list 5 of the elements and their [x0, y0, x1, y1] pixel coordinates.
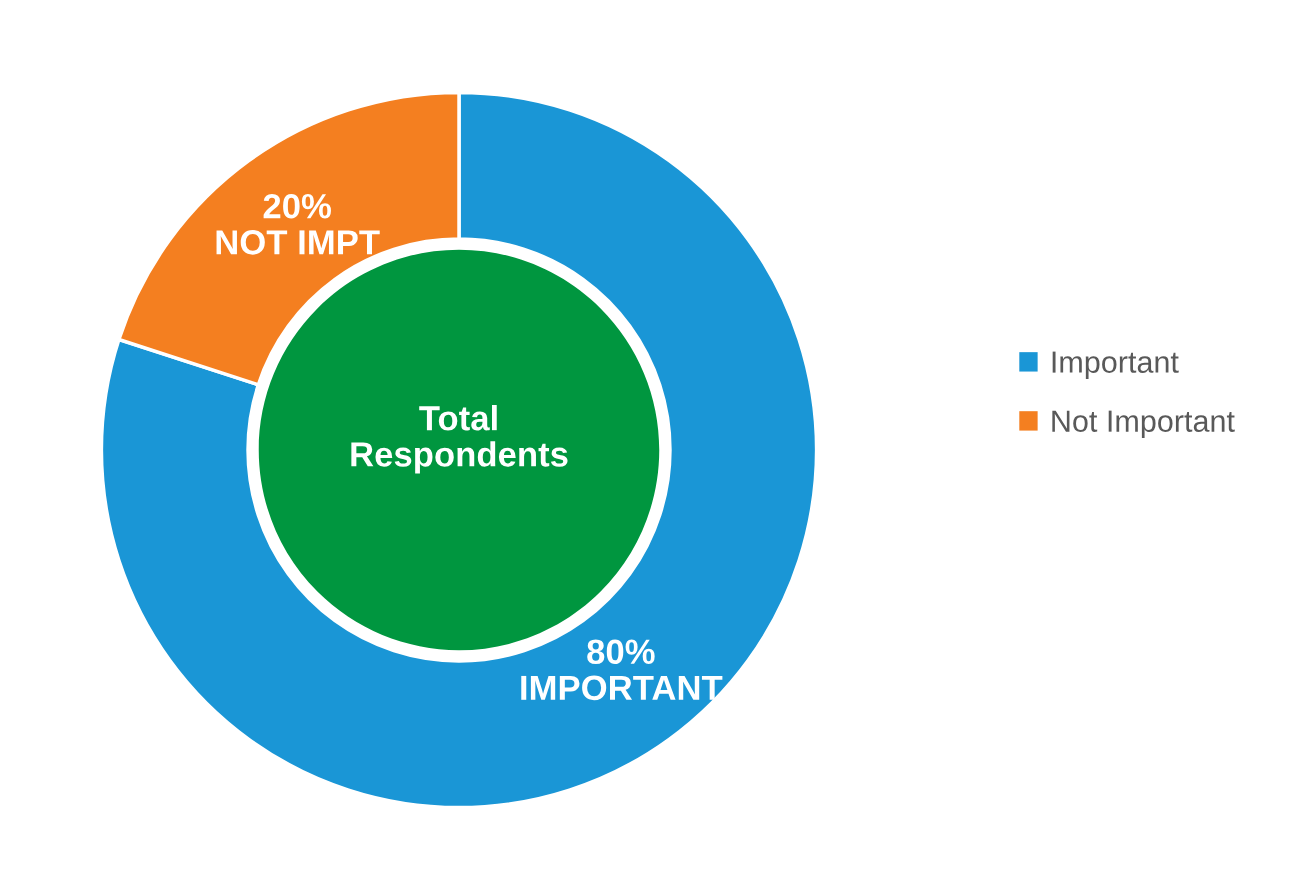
legend-label: Not Important [1052, 410, 1235, 438]
text: Total Respondents [351, 405, 568, 474]
data-label: 80% IMPORTANT [521, 639, 723, 701]
data-label: 20% NOT IMPT [216, 193, 380, 255]
legend-label: Important [1052, 351, 1179, 379]
